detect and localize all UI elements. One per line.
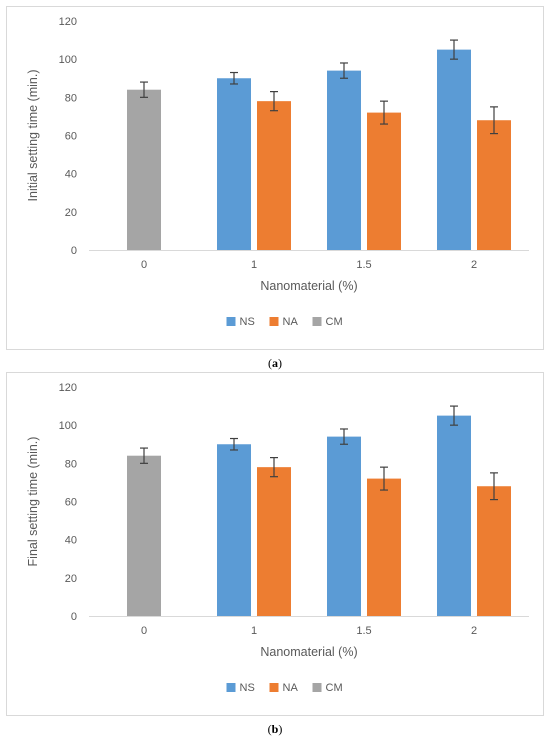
legend-swatch-cm [312,317,322,326]
bar-ns-1 [217,444,251,616]
y-axis-title: Initial setting time (min.) [26,70,40,202]
legend-label-cm: CM [326,316,343,328]
error-bar-na-1 [270,91,278,112]
legend-label-ns: NS [240,316,255,328]
y-tick-label: 60 [65,131,77,143]
x-tick-label: 1 [251,625,257,637]
y-tick-label: 100 [59,54,77,66]
bar-na-1.5 [367,478,401,616]
chart-b: 0 20 40 60 80 100 120 0 1 1.5 2 Nanomaterial (%) Fin… [26,382,529,694]
bar-cm-0 [127,455,161,616]
legend-swatch-na [269,683,279,692]
bar-ns-1.5 [327,70,361,250]
x-tick-label: 1.5 [356,625,371,637]
caption-a-label: a [272,356,278,370]
x-tick-label: 1.5 [356,259,371,271]
bar-na-1.5 [367,112,401,250]
error-bar-ns-1 [230,437,238,451]
error-bar-na-2 [490,106,498,135]
legend-swatch-ns [226,683,236,692]
bar-ns-2 [437,415,471,616]
bar-na-1 [257,101,291,251]
y-tick-label: 40 [65,169,77,181]
chart-a-frame: 0 20 40 60 80 100 120 0 1 1.5 2 Nanomaterial (%) Ini… [6,6,544,350]
y-tick-label: 120 [59,382,77,394]
x-tick-label: 1 [251,259,257,271]
bar-na-1 [257,467,291,616]
y-tick-label: 20 [65,573,77,585]
legend-label-na: NA [283,316,299,328]
bar-ns-1 [217,78,251,250]
legend-swatch-cm [312,683,322,692]
y-tick-label: 80 [65,458,77,470]
error-bar-ns-2 [450,39,458,60]
bar-ns-1.5 [327,436,361,616]
error-bar-na-1.5 [380,100,388,125]
legend-label-ns: NS [240,682,255,694]
x-tick-label: 2 [471,625,477,637]
bar-na-2 [477,120,511,250]
error-bar-na-1.5 [380,466,388,491]
bar-ns-2 [437,49,471,250]
legend-swatch-na [269,317,279,326]
chart-b-frame: 0 20 40 60 80 100 120 0 1 1.5 2 Nanomaterial (%) Fin… [6,372,544,716]
error-bar-ns-1.5 [340,428,348,445]
y-tick-label: 0 [71,611,77,623]
caption-b-label: b [271,722,279,736]
caption-b: (b) [267,722,283,736]
bar-cm-0 [127,89,161,250]
error-bar-cm-0 [140,447,148,464]
legend: NS NA CM [226,316,343,328]
error-bar-cm-0 [140,81,148,98]
y-tick-label: 20 [65,207,77,219]
y-tick-label: 40 [65,535,77,547]
error-bar-ns-2 [450,405,458,426]
y-tick-label: 0 [71,245,77,257]
y-axis-title: Final setting time (min.) [26,437,40,567]
y-tick-label: 80 [65,92,77,104]
bar-na-2 [477,486,511,616]
chart-a: 0 20 40 60 80 100 120 0 1 1.5 2 Nanomaterial (%) Ini… [26,16,529,328]
error-bar-na-1 [270,457,278,478]
y-tick-label: 60 [65,497,77,509]
x-tick-label: 0 [141,259,147,271]
y-tick-label: 100 [59,420,77,432]
legend-label-na: NA [283,682,299,694]
y-tick-label: 120 [59,16,77,28]
legend-swatch-ns [226,317,236,326]
caption-a: (a) [268,356,282,370]
x-axis-title: Nanomaterial (%) [260,279,357,293]
error-bar-ns-1 [230,71,238,85]
error-bar-ns-1.5 [340,62,348,79]
legend-label-cm: CM [326,682,343,694]
error-bar-na-2 [490,472,498,501]
x-tick-label: 0 [141,625,147,637]
legend: NS NA CM [226,682,343,694]
x-axis-title: Nanomaterial (%) [260,645,357,659]
x-tick-label: 2 [471,259,477,271]
